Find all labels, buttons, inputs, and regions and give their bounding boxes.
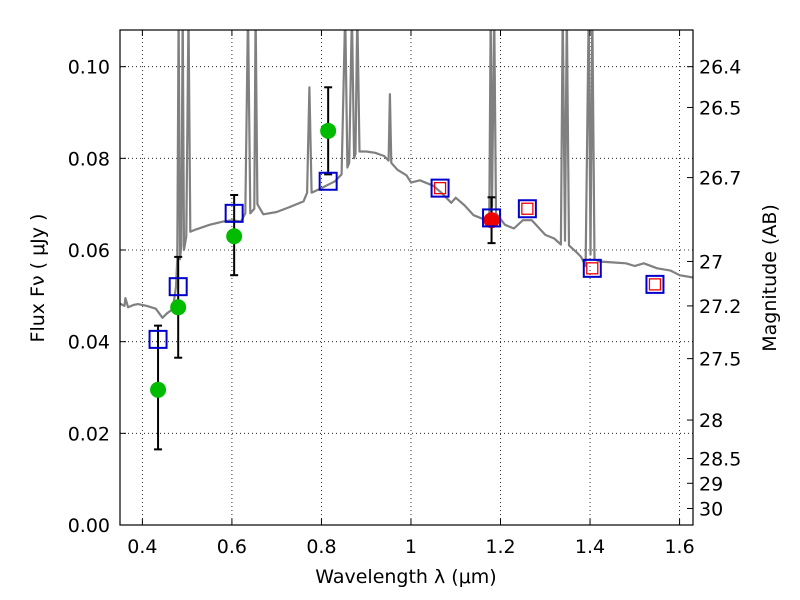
model-square [148, 329, 168, 349]
observed-points [150, 122, 500, 398]
x-tick-label: 1.2 [485, 536, 515, 558]
magnitude-axis-ticks: 26.4 26.5 26.7 27 27.2 27.5 28 28.529 30 [687, 57, 741, 521]
predicted-square [433, 181, 447, 195]
y-axis-label: Flux Fν ( μJy ) [27, 214, 49, 343]
model-square [517, 199, 537, 219]
observed-point [170, 299, 187, 316]
magnitude-tick-label: 29 [699, 473, 723, 495]
model-square [430, 178, 450, 198]
y-tick-label: 0.10 [68, 57, 110, 79]
y-axis-ticks: 0.00 0.02 0.04 0.06 0.08 0.10 [68, 57, 126, 537]
error-bars [154, 86, 496, 451]
predicted-square [648, 278, 662, 291]
model-square [224, 203, 244, 223]
x-tick-label: 0.6 [217, 536, 247, 558]
observed-point [226, 228, 243, 245]
magnitude-tick-label: 30 [699, 499, 723, 521]
magnitude-tick-label: 27 [699, 251, 723, 273]
model-sed-line [120, 30, 693, 319]
magnitude-axis-label: Magnitude (AB) [759, 204, 781, 352]
x-axis-ticks: 0.4 0.6 0.8 1 1.2 1.4 1.6 [127, 30, 695, 558]
x-tick-label: 0.8 [306, 536, 336, 558]
magnitude-tick-label: 27.5 [699, 349, 741, 371]
observed-point [150, 381, 167, 398]
y-tick-label: 0.06 [68, 240, 110, 262]
model-square [318, 171, 338, 191]
predicted-square [586, 262, 599, 275]
observed-point [483, 212, 500, 229]
magnitude-tick-label: 28 [699, 410, 723, 432]
x-axis-label: Wavelength λ (μm) [315, 566, 496, 588]
x-tick-label: 1.4 [575, 536, 605, 558]
magnitude-tick-label: 26.5 [699, 97, 741, 119]
magnitude-tick-label: 28.5 [699, 449, 741, 471]
model-square [482, 208, 502, 228]
y-tick-label: 0.08 [68, 148, 110, 170]
model-square [582, 258, 602, 278]
magnitude-tick-label: 27.2 [699, 296, 741, 318]
plot-frame [119, 29, 694, 526]
predicted-square [521, 202, 534, 215]
x-tick-label: 1 [405, 536, 417, 558]
magnitude-tick-label: 26.7 [699, 168, 741, 190]
y-tick-label: 0.00 [68, 515, 110, 537]
model-square [168, 277, 188, 297]
y-tick-label: 0.02 [68, 423, 110, 445]
model-square [645, 274, 665, 294]
x-tick-label: 0.4 [127, 536, 157, 558]
y-tick-label: 0.04 [68, 332, 110, 354]
magnitude-tick-label: 26.4 [699, 57, 741, 79]
model-squares [148, 171, 665, 349]
x-tick-label: 1.6 [664, 536, 694, 558]
grid [120, 30, 693, 526]
observed-point [320, 122, 337, 139]
